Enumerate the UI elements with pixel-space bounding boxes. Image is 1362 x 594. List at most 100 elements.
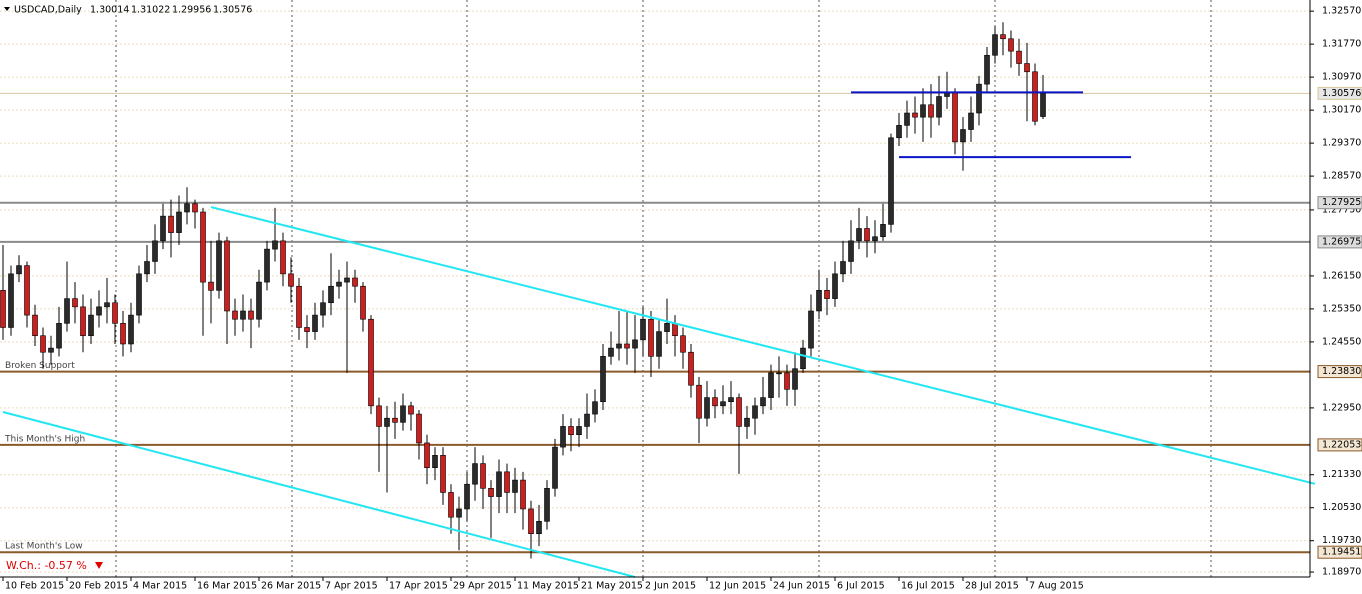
candle-body — [728, 397, 734, 403]
x-tick-label: 26 Mar 2015 — [261, 581, 321, 592]
candle-body — [856, 228, 862, 242]
level-label-box — [1317, 86, 1362, 100]
candle-body — [832, 273, 838, 299]
x-tick-label: 16 Jul 2015 — [901, 581, 955, 592]
candle-body — [208, 281, 214, 291]
candle-body — [112, 302, 118, 324]
candle-body — [0, 290, 6, 328]
candle-body — [104, 302, 110, 308]
candle-body — [872, 236, 878, 242]
candle-body — [848, 240, 854, 262]
down-arrow — [95, 562, 103, 569]
candle-body — [536, 521, 542, 534]
candle-body — [632, 339, 638, 349]
y-tick-label: 1.32570 — [1322, 6, 1361, 17]
candle-body — [392, 417, 398, 423]
candle-body — [696, 384, 702, 419]
x-tick-label: 20 Feb 2015 — [69, 581, 128, 592]
y-tick-label: 1.30970 — [1322, 72, 1361, 83]
candle-body — [448, 492, 454, 518]
candle-body — [336, 281, 342, 287]
candle-body — [264, 248, 270, 283]
menu-arrow[interactable] — [4, 7, 10, 11]
candle-body — [608, 347, 614, 357]
candle-body — [864, 228, 870, 242]
candle-body — [680, 335, 686, 353]
candle-body — [1000, 34, 1006, 40]
y-tick-label: 1.31770 — [1322, 39, 1361, 50]
candle-body — [320, 302, 326, 316]
candle-body — [328, 285, 334, 304]
candle-body — [576, 426, 582, 436]
candle-body — [992, 34, 998, 56]
y-tick-label: 1.22950 — [1322, 402, 1361, 413]
x-tick-label: 29 Apr 2015 — [453, 581, 512, 592]
level-annotation: Last Month's Low — [5, 542, 83, 552]
candle-body — [936, 96, 942, 118]
candle-body — [952, 92, 958, 143]
candle-body — [920, 104, 926, 118]
candle-body — [16, 265, 22, 275]
candle-body — [80, 306, 86, 337]
x-tick-label: 2 Jun 2015 — [645, 581, 696, 592]
candle-body — [344, 277, 350, 283]
candle-body — [840, 261, 846, 275]
level-label-box — [1317, 196, 1362, 210]
candle-body — [376, 405, 382, 427]
candle-body — [64, 298, 70, 324]
x-tick-label: 10 Feb 2015 — [5, 581, 64, 592]
ohlc-high: 1.31022 — [131, 5, 170, 16]
candle-body — [656, 331, 662, 357]
candle-body — [480, 463, 486, 489]
candle-body — [792, 368, 798, 390]
candle-body — [400, 405, 406, 423]
candle-body — [720, 401, 726, 407]
candle-body — [488, 488, 494, 497]
candle-body — [248, 310, 254, 320]
candle-body — [760, 397, 766, 407]
ohlc-close: 1.30576 — [213, 5, 252, 16]
candle-body — [528, 508, 534, 534]
x-tick-label: 4 Mar 2015 — [133, 581, 187, 592]
candle-body — [464, 483, 470, 510]
y-tick-label: 1.19730 — [1322, 535, 1361, 546]
candle-body — [744, 417, 750, 427]
candle-body — [240, 310, 246, 320]
candle-body — [800, 347, 806, 370]
candle-body — [368, 318, 374, 407]
y-tick-label: 1.21330 — [1322, 469, 1361, 480]
candle-body — [256, 281, 262, 320]
y-tick-label: 1.29370 — [1322, 138, 1361, 149]
candle-body — [688, 351, 694, 386]
candle-body — [440, 455, 446, 493]
candle-body — [56, 323, 62, 349]
candle-body — [560, 426, 566, 448]
candle-body — [704, 397, 710, 419]
y-tick-label: 1.26150 — [1322, 270, 1361, 281]
candle-body — [1016, 50, 1022, 64]
level-annotation: Broken Support — [5, 361, 75, 371]
candle-body — [384, 417, 390, 427]
candle-body — [544, 488, 550, 522]
y-tick-label: 1.27750 — [1322, 204, 1361, 215]
candle-body — [512, 479, 518, 493]
chart-title: USDCAD,Daily — [14, 5, 82, 16]
level-label: 1.30576 — [1322, 88, 1361, 99]
candle-body — [712, 397, 718, 407]
candle-body — [904, 112, 910, 126]
ohlc-low: 1.29956 — [172, 5, 211, 16]
candle-body — [8, 273, 14, 328]
candle-body — [184, 203, 190, 213]
candle-body — [128, 314, 134, 345]
candle-body — [592, 401, 598, 415]
candle-body — [824, 290, 830, 299]
candle-body — [40, 335, 46, 353]
candle-body — [888, 137, 894, 225]
candle-body — [408, 405, 414, 415]
plot: Broken Support This Month's High Last Mont… — [0, 10, 1316, 578]
candle-body — [984, 54, 990, 85]
candle-body — [360, 285, 366, 320]
candle-body — [168, 215, 174, 233]
candle-body — [424, 442, 430, 469]
